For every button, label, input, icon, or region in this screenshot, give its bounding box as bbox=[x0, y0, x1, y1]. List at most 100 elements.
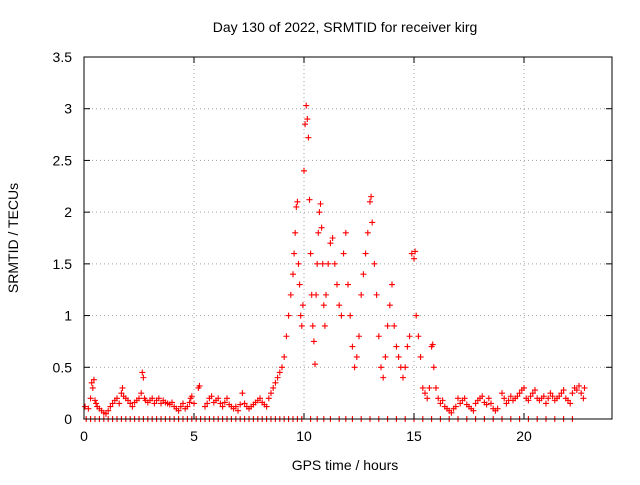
data-point bbox=[265, 395, 272, 402]
data-point bbox=[334, 281, 340, 288]
data-point bbox=[349, 343, 356, 350]
data-point bbox=[327, 240, 334, 247]
data-point bbox=[139, 369, 146, 376]
data-point bbox=[356, 333, 362, 340]
data-point bbox=[411, 255, 417, 262]
data-point bbox=[316, 209, 323, 216]
data-point bbox=[485, 395, 492, 402]
data-point bbox=[315, 229, 322, 236]
y-tick-label: 3.5 bbox=[53, 49, 73, 65]
data-point bbox=[301, 167, 307, 174]
data-point bbox=[140, 374, 147, 381]
data-point bbox=[92, 397, 98, 404]
data-point bbox=[429, 341, 436, 348]
data-point bbox=[184, 403, 191, 410]
data-point bbox=[90, 376, 97, 383]
data-point bbox=[294, 198, 301, 205]
data-point bbox=[118, 390, 125, 397]
data-point bbox=[85, 405, 92, 412]
data-point bbox=[494, 405, 501, 412]
data-point bbox=[116, 400, 123, 407]
data-point bbox=[215, 395, 222, 402]
data-point bbox=[368, 193, 375, 200]
data-point bbox=[175, 407, 182, 414]
data-point bbox=[299, 302, 306, 309]
data-point bbox=[321, 322, 328, 329]
data-point bbox=[483, 401, 490, 408]
data-point bbox=[369, 219, 376, 226]
data-point bbox=[290, 271, 296, 278]
y-axis-label: SRMTID / TECUs bbox=[5, 183, 21, 293]
data-point bbox=[353, 353, 360, 360]
data-point bbox=[525, 397, 532, 404]
data-point bbox=[371, 260, 378, 267]
data-point bbox=[306, 196, 313, 203]
data-point bbox=[281, 353, 288, 360]
data-point bbox=[268, 390, 274, 397]
data-point bbox=[125, 397, 131, 404]
data-points bbox=[82, 102, 588, 422]
data-point bbox=[378, 364, 384, 371]
data-point bbox=[257, 395, 263, 402]
data-point bbox=[479, 393, 486, 400]
data-point bbox=[419, 384, 426, 391]
data-point bbox=[406, 333, 413, 340]
data-point bbox=[93, 400, 100, 407]
data-point bbox=[367, 198, 373, 205]
data-point bbox=[276, 369, 283, 376]
data-point bbox=[107, 403, 114, 410]
data-point bbox=[287, 291, 294, 298]
data-point bbox=[279, 364, 285, 371]
data-point bbox=[545, 395, 552, 402]
data-point bbox=[455, 395, 461, 402]
chart-title: Day 130 of 2022, SRMTID for receiver kir… bbox=[213, 19, 478, 35]
data-point bbox=[578, 390, 585, 397]
data-point bbox=[109, 400, 116, 407]
data-point bbox=[529, 390, 536, 397]
data-point bbox=[293, 203, 300, 210]
data-point bbox=[380, 374, 387, 381]
x-tick-label: 10 bbox=[296, 428, 312, 444]
data-point bbox=[540, 393, 547, 400]
data-point bbox=[565, 397, 571, 404]
data-point bbox=[556, 393, 563, 400]
data-point bbox=[514, 393, 521, 400]
data-point bbox=[527, 393, 534, 400]
data-point bbox=[302, 121, 309, 128]
data-point bbox=[186, 399, 193, 406]
x-axis-label: GPS time / hours bbox=[292, 457, 399, 473]
data-point bbox=[291, 250, 298, 257]
data-point bbox=[221, 399, 228, 406]
data-point bbox=[323, 291, 329, 298]
data-point bbox=[516, 390, 523, 397]
y-tick-label: 2 bbox=[64, 204, 72, 220]
data-point bbox=[347, 312, 354, 319]
data-point bbox=[169, 399, 175, 406]
data-point bbox=[188, 393, 195, 400]
data-point bbox=[448, 409, 455, 416]
data-point bbox=[331, 260, 338, 267]
data-point bbox=[340, 250, 347, 257]
data-point bbox=[507, 393, 514, 400]
data-point bbox=[567, 400, 574, 407]
data-point bbox=[573, 387, 580, 394]
data-point bbox=[307, 250, 314, 257]
data-point bbox=[292, 229, 299, 236]
data-point bbox=[325, 260, 332, 267]
data-point bbox=[384, 322, 391, 329]
data-point bbox=[297, 312, 304, 319]
data-point bbox=[158, 400, 164, 407]
data-point bbox=[400, 374, 406, 381]
data-point bbox=[547, 390, 554, 397]
data-point bbox=[224, 395, 230, 402]
data-point bbox=[319, 260, 326, 267]
data-point bbox=[439, 397, 446, 404]
data-point bbox=[298, 322, 305, 329]
y-tick-label: 0.5 bbox=[53, 359, 73, 375]
y-tick-label: 1.5 bbox=[53, 256, 73, 272]
data-point bbox=[404, 343, 411, 350]
data-point bbox=[382, 353, 389, 360]
data-point bbox=[402, 364, 409, 371]
data-point bbox=[155, 395, 162, 402]
